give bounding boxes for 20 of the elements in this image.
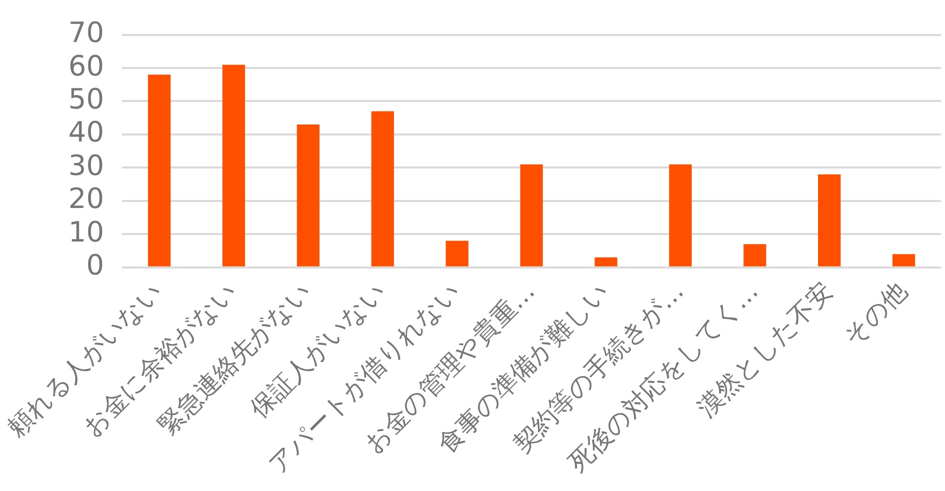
x-tick-label: その他 [838, 276, 913, 352]
bar [520, 164, 543, 266]
bar [669, 164, 692, 266]
y-tick-label: 40 [68, 116, 104, 149]
y-tick-label: 10 [68, 215, 104, 248]
y-tick-label: 30 [68, 148, 104, 182]
bar [446, 240, 468, 266]
y-tick-label: 20 [68, 182, 104, 216]
bar [744, 244, 766, 266]
bar [818, 174, 841, 266]
y-tick-label: 70 [68, 16, 104, 50]
bar [148, 74, 171, 266]
bar [594, 257, 618, 266]
y-tick-label: 0 [86, 248, 104, 282]
y-tick-label: 50 [68, 82, 104, 116]
y-tick-label: 60 [68, 49, 104, 82]
bar [296, 124, 320, 266]
bar [222, 64, 246, 266]
bar [371, 111, 394, 266]
bar [892, 254, 916, 266]
